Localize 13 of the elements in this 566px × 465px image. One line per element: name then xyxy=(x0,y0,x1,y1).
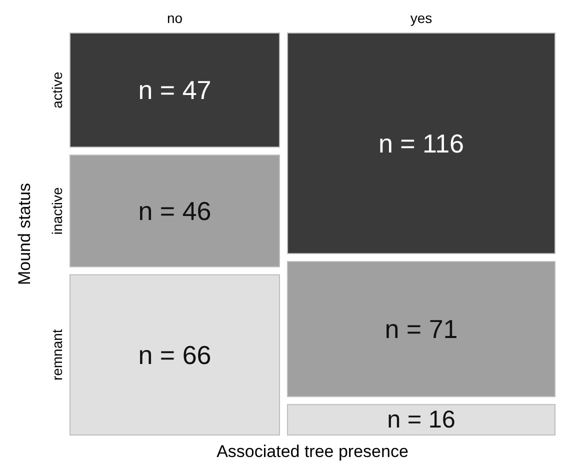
category-label: no xyxy=(166,10,183,26)
text: Mound status xyxy=(15,182,34,286)
data-label: n = 66 xyxy=(138,340,212,370)
text: remnant xyxy=(49,329,65,381)
data-label: n = 116 xyxy=(378,128,464,158)
text: inactive xyxy=(49,186,65,235)
text: active xyxy=(49,72,65,108)
text: Associated tree presence xyxy=(216,442,408,461)
data-label: n = 71 xyxy=(384,314,458,344)
category-label: yes xyxy=(410,10,432,26)
data-label: n = 46 xyxy=(138,196,212,226)
data-label: n = 47 xyxy=(138,75,212,106)
data-label: n = 16 xyxy=(387,406,456,434)
